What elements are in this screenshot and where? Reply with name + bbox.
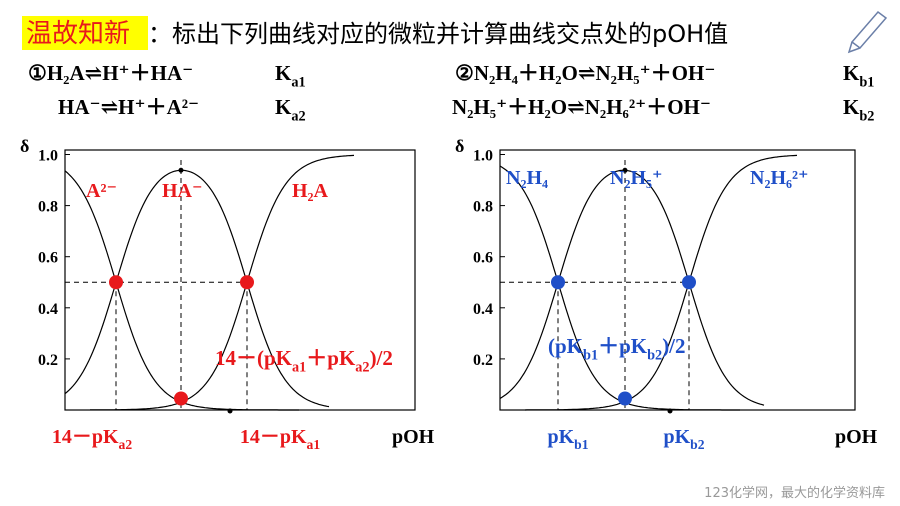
distribution-curve [64, 170, 299, 411]
subscript: a2 [291, 108, 305, 124]
x-label: pKb2 [663, 426, 704, 452]
text-piece: ＋pK [306, 346, 356, 370]
text-piece: ＋pK [598, 334, 648, 358]
species-label: N₂H₅⁺ [610, 167, 663, 189]
y-tick-label: 0.8 [38, 199, 58, 216]
y-tick-label: 0.6 [38, 250, 58, 267]
species-label: N₂H₆²⁺ [750, 167, 809, 189]
title-highlight: 温故知新 [26, 19, 130, 49]
subscript: a2 [119, 437, 133, 452]
x-label: 14－pKa1 [240, 426, 320, 452]
intersection-point [618, 391, 632, 406]
subscript: a1 [307, 437, 321, 452]
title: ：标出下列曲线对应的微粒并计算曲线交点处的pOH值 [148, 20, 728, 48]
y-tick-label: 1.0 [473, 148, 493, 165]
subscript: a2 [355, 359, 369, 375]
text-piece: pK [547, 426, 574, 448]
distribution-curve [64, 169, 330, 408]
text-piece: K [275, 95, 292, 119]
y-tick-label: 1.0 [38, 148, 58, 165]
species-label: HA⁻ [162, 180, 203, 202]
x-axis-label: pOH [835, 426, 878, 448]
x-label: 14－pKa2 [52, 426, 132, 452]
y-tick-label: 0.4 [473, 301, 493, 318]
intersection-point [682, 275, 696, 290]
text-piece: K [275, 61, 292, 85]
text-piece: )/2 [370, 346, 393, 370]
y-axis-label: δ [20, 136, 29, 156]
text-piece: K [843, 61, 860, 85]
species-label: N₂H₄ [506, 167, 548, 189]
equilibrium-constant: Kb2 [843, 95, 874, 124]
equation: ②N₂H₄＋H₂O⇌N₂H₅⁺＋OH⁻ [455, 61, 715, 85]
species-label: A²⁻ [86, 180, 117, 202]
black-dot [178, 167, 184, 173]
black-dot [622, 167, 628, 173]
intersection-point [240, 275, 254, 290]
black-dot [667, 408, 673, 414]
subscript: b1 [859, 74, 874, 90]
subscript: b2 [647, 347, 662, 363]
y-axis-label: δ [455, 136, 464, 156]
y-tick-label: 0.2 [473, 352, 493, 369]
midpoint-label: 14－(pKa1＋pKa2)/2 [215, 346, 393, 375]
text-piece: pK [663, 426, 690, 448]
equation: N₂H₅⁺＋H₂O⇌N₂H₆²⁺＋OH⁻ [452, 95, 711, 119]
intersection-point [551, 275, 565, 290]
black-dot [227, 408, 233, 414]
subscript: b1 [574, 437, 589, 452]
species-label: H₂A [292, 180, 329, 202]
equation: ①H₂A⇌H⁺＋HA⁻ [28, 61, 193, 85]
x-axis-label: pOH [392, 426, 435, 448]
subscript: b1 [583, 347, 598, 363]
distribution-curve [524, 154, 798, 411]
y-tick-label: 0.4 [38, 301, 58, 318]
distribution-curve [499, 169, 765, 406]
distribution-curve [499, 165, 740, 411]
text-piece: K [843, 95, 860, 119]
text-piece: 14－(pK [215, 346, 293, 370]
intersection-point [109, 275, 123, 290]
midpoint-label: (pKb1＋pKb2)/2 [548, 334, 686, 363]
watermark: 123化学网，最大的化学资料库 [704, 485, 885, 501]
y-tick-label: 0.8 [473, 199, 493, 216]
pencil-icon [847, 10, 888, 54]
equilibrium-constant: Ka2 [275, 95, 306, 124]
distribution-curve [90, 154, 355, 411]
equilibrium-constant: Ka1 [275, 61, 306, 90]
highlight-box [22, 16, 148, 50]
y-tick-label: 0.2 [38, 352, 58, 369]
text-piece: (pK [548, 334, 584, 358]
text-piece: )/2 [662, 334, 685, 358]
equation: HA⁻⇌H⁺＋A²⁻ [58, 95, 199, 119]
y-tick-label: 0.6 [473, 250, 493, 267]
subscript: a1 [291, 74, 305, 90]
subscript: b2 [859, 108, 874, 124]
text-piece: 14－pK [240, 426, 307, 448]
subscript: a1 [292, 359, 306, 375]
text-piece: 14－pK [52, 426, 119, 448]
intersection-point [174, 391, 188, 406]
subscript: b2 [690, 437, 705, 452]
x-label: pKb1 [547, 426, 588, 452]
equilibrium-constant: Kb1 [843, 61, 874, 90]
